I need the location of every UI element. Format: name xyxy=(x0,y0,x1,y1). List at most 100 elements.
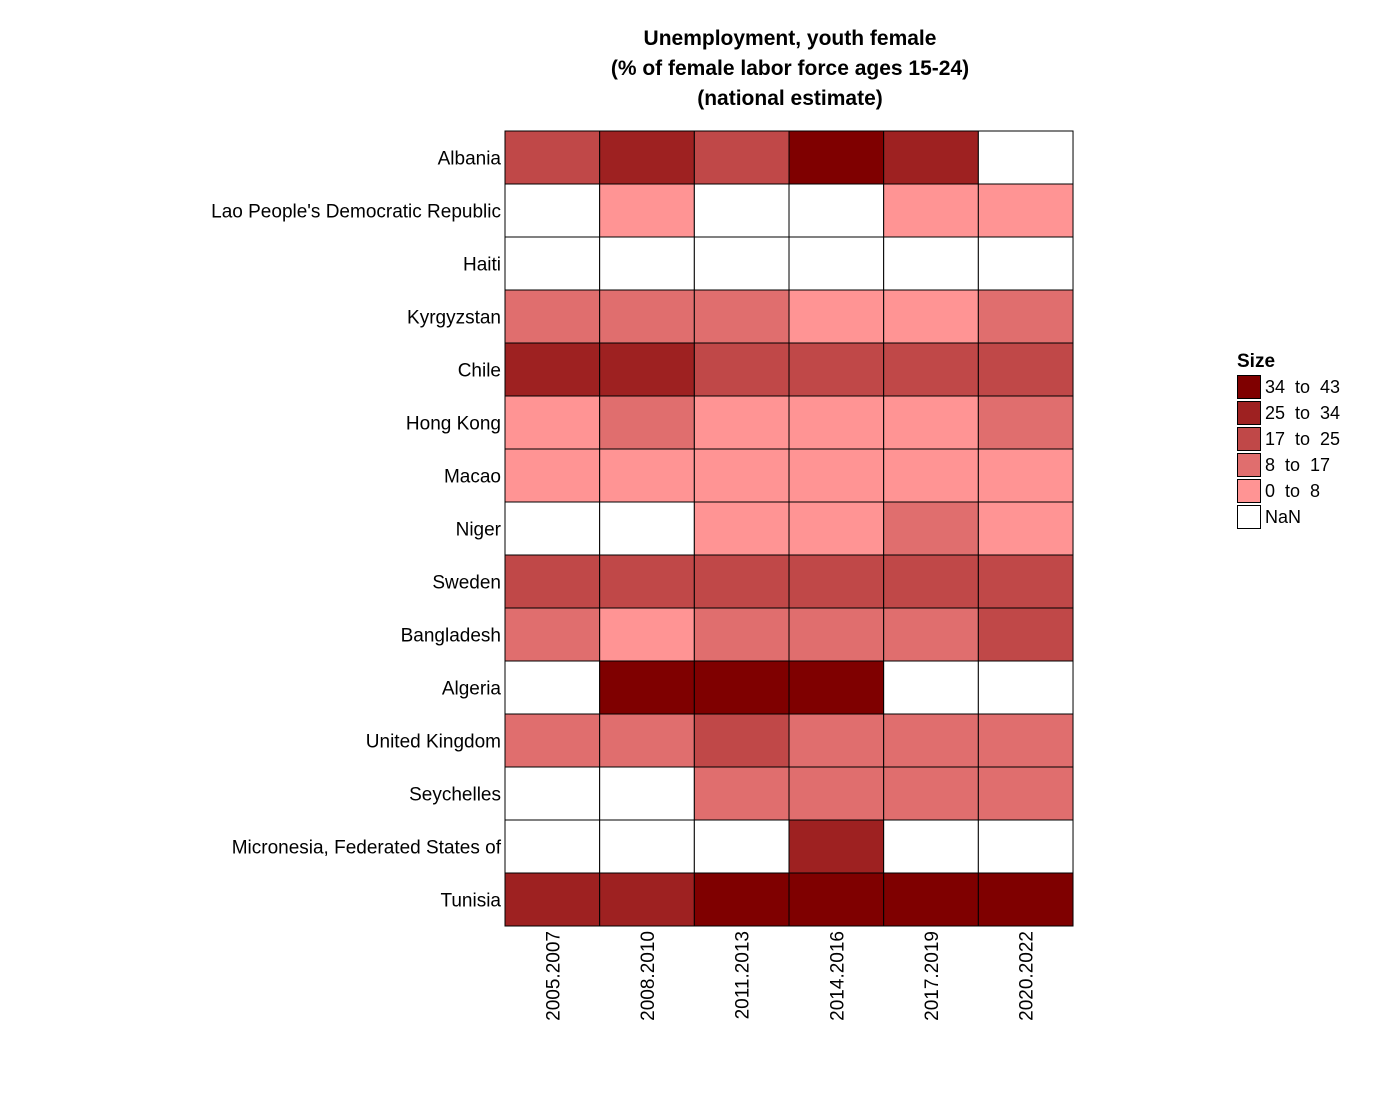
legend-swatch xyxy=(1237,479,1261,503)
y-tick-label: Sweden xyxy=(432,573,501,594)
legend-label: 0 to 8 xyxy=(1265,481,1321,501)
heatmap-cell xyxy=(693,130,790,185)
x-axis-labels: 2005.2007 2008.2010 2011.2013 2014.2016 2017… xyxy=(543,931,1037,1021)
heatmap-cell xyxy=(599,607,695,662)
y-tick-label: Niger xyxy=(456,520,502,541)
heatmap-cell xyxy=(504,130,601,185)
heatmap-cell xyxy=(788,289,885,344)
y-tick-label: Macao xyxy=(444,467,501,488)
y-tick-label: Bangladesh xyxy=(401,626,501,647)
heatmap-cell xyxy=(599,289,695,344)
chart-title-line-2: (% of female labor force ages 15-24) xyxy=(610,57,970,80)
heatmap-cell xyxy=(599,501,695,556)
heatmap-cell xyxy=(788,554,885,609)
heatmap-cell xyxy=(788,130,885,185)
y-tick-label: Tunisia xyxy=(440,891,501,912)
heatmap-cell xyxy=(599,183,695,238)
heatmap-cell xyxy=(977,130,1074,185)
heatmap-cell xyxy=(788,395,885,450)
heatmap-cell xyxy=(788,342,885,397)
heatmap-cell xyxy=(788,501,885,556)
heatmap-cell xyxy=(504,660,601,715)
heatmap-cell xyxy=(977,554,1074,609)
heatmap-cell xyxy=(693,236,790,291)
heatmap-cell xyxy=(693,448,790,503)
legend-item: 25 to 34 xyxy=(1237,400,1340,426)
chart-title-line-3: (national estimate) xyxy=(697,87,883,110)
heatmap-cell xyxy=(977,766,1074,821)
heatmap-cell xyxy=(977,819,1074,874)
x-tick-label: 2020.2022 xyxy=(1017,931,1038,1021)
y-tick-label: United Kingdom xyxy=(366,732,501,753)
x-tick-label: 2008.2010 xyxy=(638,931,659,1021)
heatmap-cell xyxy=(883,660,979,715)
x-tick-label: 2005.2007 xyxy=(543,931,564,1021)
heatmap-cell xyxy=(504,501,601,556)
heatmap-cell xyxy=(883,130,979,185)
heatmap-cell xyxy=(883,395,979,450)
heatmap-cell xyxy=(883,766,979,821)
legend-swatch xyxy=(1237,505,1261,529)
heatmap-cell xyxy=(693,183,790,238)
heatmap-cell xyxy=(599,872,695,927)
heatmap-cell xyxy=(693,660,790,715)
heatmap-cell xyxy=(504,448,601,503)
heatmap-cell xyxy=(977,607,1074,662)
heatmap-cell xyxy=(977,501,1074,556)
heatmap-cell xyxy=(788,872,885,927)
heatmap-cell xyxy=(693,289,790,344)
heatmap-cell xyxy=(788,236,885,291)
legend-rows: 34 to 43 25 to 34 17 to 25 8 to 17 0 to … xyxy=(1237,374,1340,530)
heatmap-cell xyxy=(883,501,979,556)
heatmap-cell xyxy=(977,660,1074,715)
heatmap-cell xyxy=(693,766,790,821)
x-tick-label: 2017.2019 xyxy=(922,931,943,1021)
heatmap-cell xyxy=(883,819,979,874)
heatmap-cell xyxy=(977,448,1074,503)
heatmap-cell xyxy=(883,289,979,344)
heatmap-cell xyxy=(883,342,979,397)
heatmap-cell xyxy=(693,607,790,662)
heatmap-cell xyxy=(977,395,1074,450)
heatmap-cell xyxy=(977,183,1074,238)
heatmap-cell xyxy=(788,819,885,874)
y-tick-label: Chile xyxy=(458,361,501,382)
chart-title-line-1: Unemployment, youth female xyxy=(643,27,937,50)
heatmap-cell xyxy=(883,236,979,291)
heatmap-cell xyxy=(883,448,979,503)
heatmap-cell xyxy=(504,607,601,662)
heatmap-cell xyxy=(504,872,601,927)
heatmap-cell xyxy=(788,713,885,768)
heatmap-cell xyxy=(693,501,790,556)
heatmap-cell xyxy=(977,713,1074,768)
legend-label: NaN xyxy=(1265,507,1302,527)
legend-swatch xyxy=(1237,375,1261,399)
legend-swatch xyxy=(1237,453,1261,477)
legend-item: 8 to 17 xyxy=(1237,452,1340,478)
heatmap-cell xyxy=(977,342,1074,397)
legend-swatch xyxy=(1237,401,1261,425)
heatmap-cell xyxy=(693,554,790,609)
heatmap-cell xyxy=(788,660,885,715)
heatmap-cell xyxy=(883,554,979,609)
y-tick-label: Haiti xyxy=(463,255,501,276)
heatmap-cell xyxy=(599,766,695,821)
legend-item: 17 to 25 xyxy=(1237,426,1340,452)
legend-item: 0 to 8 xyxy=(1237,478,1340,504)
y-tick-label: Lao People's Democratic Republic xyxy=(211,202,501,223)
heatmap-cells xyxy=(504,130,1074,927)
heatmap-cell xyxy=(883,872,979,927)
heatmap-cell xyxy=(599,660,695,715)
legend-title: Size xyxy=(1237,351,1276,372)
heatmap-cell xyxy=(504,289,601,344)
y-tick-label: Albania xyxy=(438,149,502,170)
heatmap-cell xyxy=(788,448,885,503)
heatmap-cell xyxy=(883,713,979,768)
heatmap-cell xyxy=(599,448,695,503)
heatmap-cell xyxy=(599,236,695,291)
y-tick-label: Micronesia, Federated States of xyxy=(232,838,502,859)
heatmap-cell xyxy=(504,554,601,609)
y-tick-label: Algeria xyxy=(442,679,502,700)
heatmap-cell xyxy=(883,183,979,238)
